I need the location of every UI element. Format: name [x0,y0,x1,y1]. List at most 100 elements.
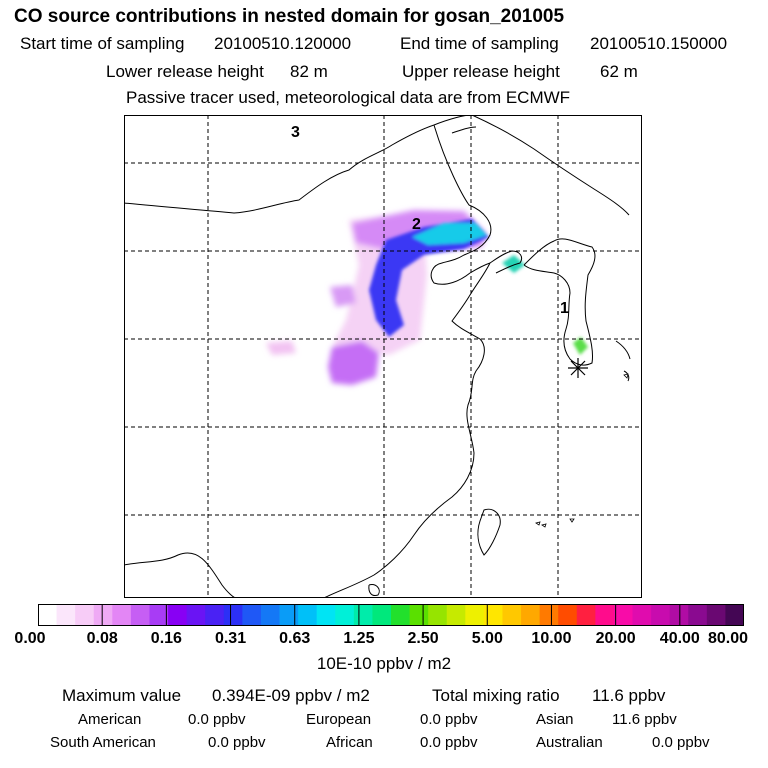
max-value: 0.394E-09 ppbv / m2 [212,686,370,705]
colorbar-swatch [706,604,726,626]
region-european-value: 0.0 ppbv [420,711,478,728]
island-hainan [368,584,380,596]
plume-blue [369,219,489,337]
coastline-taiwan [477,508,501,556]
hotspot-korea [573,337,588,355]
colorbar-swatch [483,604,503,626]
colorbar-tick-label: 0.08 [86,630,118,647]
region-south-american-name: South American [50,734,156,751]
colorbar-swatch [613,604,633,626]
colorbar-swatch [205,604,225,626]
colorbar-tick-label: 2.50 [407,630,439,647]
colorbar-swatch [335,604,355,626]
region-australian-value: 0.0 ppbv [652,734,710,751]
marker-2: 2 [412,216,421,233]
hotspot-bohai [502,255,525,273]
colorbar-swatch [38,604,57,626]
receptor-star-icon [568,358,588,378]
colorbar-swatch [409,604,429,626]
colorbar-tick-label: 0.31 [214,630,247,647]
colorbar-swatch [112,604,132,626]
colorbar-swatch [725,604,744,626]
island-1 [535,521,541,526]
colorbar-tick-label: 0.16 [150,630,182,647]
map-frame [124,115,642,598]
plume-magenta-south [328,341,379,385]
colorbar-swatch [130,604,150,626]
colorbar-swatch [595,604,615,626]
colorbar-unit: 10E-10 ppbv / m2 [316,654,452,673]
colorbar-swatch [242,604,262,626]
map-title: CO source contributions in nested domain… [14,6,565,27]
start-time-label: Start time of sampling [20,34,185,53]
region-american-value: 0.0 ppbv [188,711,246,728]
colorbar-swatch [576,604,596,626]
colorbar-tick-label: 1.25 [343,630,375,647]
max-value-label: Maximum value [62,686,182,705]
colorbar-swatch [93,604,113,626]
colorbar-swatch [465,604,485,626]
marker-3: 3 [291,124,300,141]
colorbar-swatch [446,604,466,626]
end-time-value: 20100510.150000 [590,34,728,53]
region-asian-value: 11.6 ppbv [612,711,677,728]
colorbar-swatch [632,604,652,626]
colorbar-swatch [651,604,671,626]
colorbar-tick-label: 0.63 [279,630,311,647]
colorbar-swatch [186,604,206,626]
tracer-note: Passive tracer used, meteorological data… [126,88,571,107]
coastline-china [124,115,523,598]
coastline-korea [523,238,596,366]
lower-height-label: Lower release height [106,62,264,81]
region-asian-name: Asian [536,711,574,728]
start-time-value: 20100510.120000 [214,34,352,53]
plume-magenta-west [330,285,356,307]
plume-light-west [266,341,296,355]
islands [535,373,629,528]
colorbar-swatch [391,604,410,626]
end-time-label: End time of sampling [400,34,559,53]
colorbar-swatch [539,604,559,626]
region-australian-name: Australian [536,734,603,751]
total-mixing-label: Total mixing ratio [432,686,560,705]
upper-height-value: 62 m [600,62,638,81]
colorbar-frame [38,604,744,626]
graticule [124,115,642,598]
lower-height-value: 82 m [290,62,328,81]
marker-1: 1 [560,300,569,317]
region-american-name: American [78,711,142,728]
colorbar-swatch [669,604,689,626]
region-european-name: European [306,711,372,728]
island-4 [623,373,629,379]
map-panel: 3 2 1 [124,115,642,598]
region-african-value: 0.0 ppbv [420,734,478,751]
colorbar-tick-label: 10.00 [531,630,572,647]
colorbar-swatch [223,604,243,626]
colorbar-tick-label: 80.00 [707,630,749,647]
total-mixing-value: 11.6 ppbv [592,686,666,705]
colorbar-swatch [298,604,318,626]
colorbar-tick-label: 40.00 [659,630,700,647]
colorbar-tick-label: 0.00 [14,630,46,647]
colorbar-swatch [149,604,169,626]
colorbar-swatch [428,604,448,626]
upper-height-label: Upper release height [402,62,560,81]
colorbar-swatch [168,604,188,626]
coastline-manchuria [471,115,630,216]
colorbar-swatch [521,604,541,626]
coastlines [124,115,631,598]
colorbar-swatch [56,604,76,626]
colorbar-swatch [279,604,299,626]
colorbar [38,604,744,626]
island-2 [541,523,547,528]
colorbar-swatch [558,604,578,626]
colorbar-swatch [353,604,373,626]
plume-cyan [412,223,487,245]
coastline-sw [124,552,237,598]
coastline-japan [615,340,631,382]
island-3 [569,518,575,523]
colorbar-swatch [372,604,392,626]
colorbar-swatch [688,604,708,626]
region-south-american-value: 0.0 ppbv [208,734,266,751]
colorbar-tick-label: 20.00 [595,630,636,647]
